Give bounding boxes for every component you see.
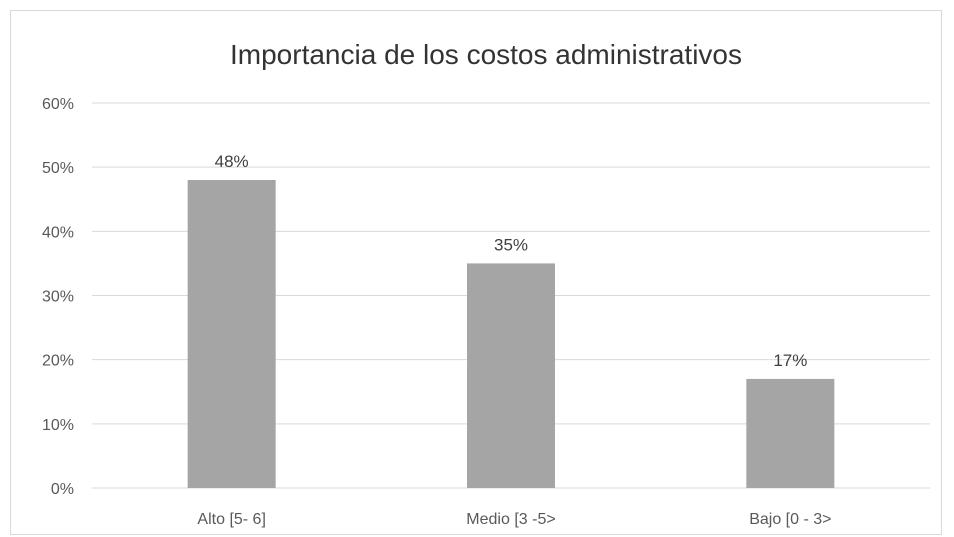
y-tick-label: 10%: [42, 417, 74, 434]
x-category-label: Medio [3 -5>: [466, 511, 555, 528]
data-label: 35%: [494, 235, 528, 254]
x-category-label: Alto [5- 6]: [197, 511, 265, 528]
y-tick-label: 40%: [42, 224, 74, 241]
chart-title: Importancia de los costos administrativo…: [230, 39, 742, 70]
bar: [187, 180, 276, 488]
bar: [467, 263, 555, 488]
x-category-label: Bajo [0 - 3>: [749, 511, 831, 528]
y-tick-label: 20%: [42, 353, 74, 370]
bar: [746, 378, 835, 488]
data-label: 48%: [215, 152, 249, 171]
y-axis-ticks: 0% 10% 20% 30% 40% 50% 60%: [42, 96, 74, 498]
data-label: 17%: [773, 351, 807, 370]
x-axis-categories: Alto [5- 6] Medio [3 -5> Bajo [0 - 3>: [197, 511, 831, 528]
bars: [187, 180, 835, 488]
data-labels: 48% 35% 17%: [215, 152, 808, 370]
y-tick-label: 50%: [42, 160, 74, 177]
y-tick-label: 30%: [42, 289, 74, 306]
y-tick-label: 0%: [51, 481, 74, 498]
y-tick-label: 60%: [42, 96, 74, 113]
